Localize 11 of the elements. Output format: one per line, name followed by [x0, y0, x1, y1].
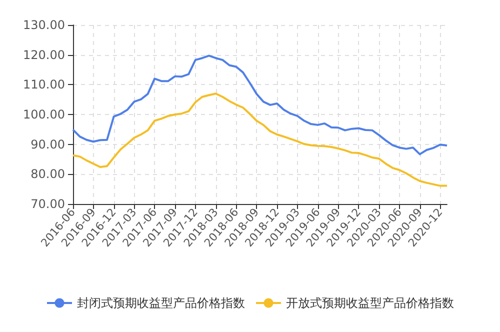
legend-label: 开放式预期收益型产品价格指数 — [286, 296, 454, 310]
line-series — [72, 54, 448, 156]
y-tick-label: 110.00 — [23, 78, 65, 92]
y-tick-label: 80.00 — [30, 167, 65, 182]
y-tick-label: 120.00 — [23, 48, 65, 62]
legend-label: 封闭式预期收益型产品价格指数 — [77, 296, 245, 310]
y-tick-label: 100.00 — [23, 108, 65, 122]
y-tick-label: 70.00 — [30, 197, 65, 211]
y-tick-label: 130.00 — [23, 18, 65, 32]
y-tick-label: 90.00 — [30, 137, 65, 152]
line-series — [72, 92, 448, 187]
